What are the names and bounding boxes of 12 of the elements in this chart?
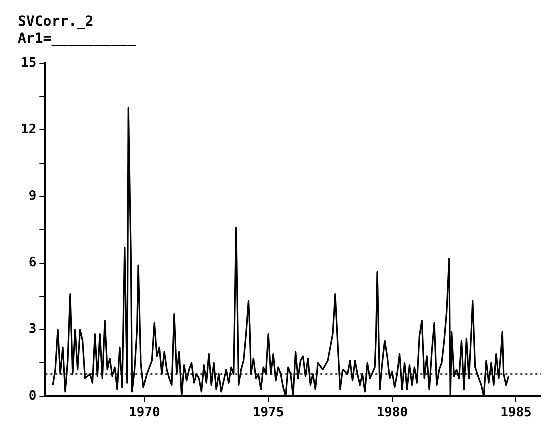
y-tick-label: 9: [28, 189, 37, 204]
text: Ar1=__________: [18, 30, 137, 47]
x-tick-label: 1985: [500, 406, 532, 421]
y-tick-label: 12: [20, 122, 37, 138]
x-tick-label: 1970: [129, 406, 161, 421]
x-tick-label: 1980: [376, 406, 408, 421]
x-tick-label: 1975: [252, 406, 284, 421]
y-tick-label: 15: [20, 56, 37, 71]
y-tick-label: 0: [28, 388, 37, 404]
y-tick-label: 6: [28, 256, 37, 271]
y-tick-label: 3: [28, 322, 37, 338]
chart-title: SVCorr._2: [18, 14, 94, 30]
